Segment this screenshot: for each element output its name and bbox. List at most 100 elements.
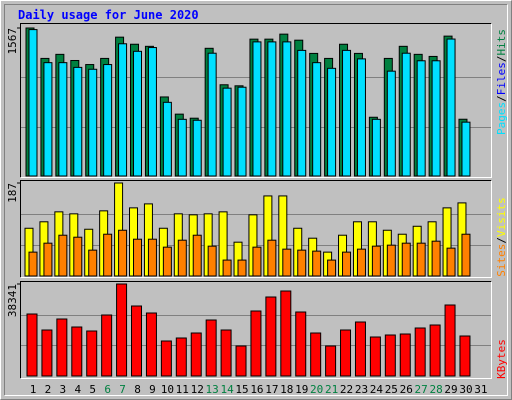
legend-entry: Sites bbox=[495, 244, 508, 277]
bar bbox=[177, 118, 187, 177]
panel-edge bbox=[20, 281, 492, 379]
bar bbox=[312, 62, 322, 177]
x-tick-label: 5 bbox=[89, 383, 96, 396]
bar bbox=[416, 60, 426, 177]
x-tick-label: 14 bbox=[220, 383, 234, 396]
bar bbox=[118, 43, 128, 177]
bar bbox=[297, 249, 307, 277]
bar bbox=[354, 321, 366, 377]
panel-edge bbox=[20, 180, 492, 278]
bar bbox=[429, 324, 441, 377]
legend-entry: Pages bbox=[495, 102, 508, 135]
x-tick-label: 26 bbox=[400, 383, 413, 396]
bar bbox=[162, 101, 172, 177]
bar bbox=[222, 87, 232, 177]
x-tick-label: 17 bbox=[265, 383, 278, 396]
bar bbox=[145, 312, 157, 377]
bar bbox=[86, 330, 98, 377]
bar bbox=[103, 64, 113, 177]
legend: Pages/Files/Hits bbox=[495, 29, 508, 135]
y-tick-label: 38341 bbox=[6, 284, 19, 317]
bar bbox=[175, 337, 187, 377]
legend-entry: KBytes bbox=[495, 339, 508, 379]
x-tick-label: 1 bbox=[30, 383, 37, 396]
bar bbox=[147, 47, 157, 177]
bar bbox=[297, 49, 307, 177]
x-tick-label: 9 bbox=[149, 383, 156, 396]
bar bbox=[162, 246, 172, 277]
bar bbox=[73, 236, 83, 277]
legend-entry: Files bbox=[495, 62, 508, 95]
legend-separator: / bbox=[495, 237, 508, 244]
bar bbox=[207, 245, 217, 277]
x-tick-label: 22 bbox=[340, 383, 353, 396]
bar bbox=[431, 240, 441, 277]
bar bbox=[103, 233, 113, 277]
bar bbox=[280, 290, 292, 377]
bar bbox=[431, 60, 441, 177]
bar bbox=[327, 67, 337, 177]
bevel-inner-dark bbox=[4, 4, 508, 396]
x-tick-label: 23 bbox=[355, 383, 368, 396]
panel-edge bbox=[20, 180, 492, 278]
bar bbox=[133, 50, 143, 177]
bar bbox=[58, 234, 68, 277]
bar bbox=[220, 329, 232, 377]
bar bbox=[384, 334, 396, 377]
bevel-inner-light bbox=[4, 4, 508, 396]
bar bbox=[369, 336, 381, 377]
bar bbox=[267, 239, 277, 277]
bar bbox=[237, 86, 247, 177]
bar bbox=[325, 345, 337, 377]
bar bbox=[116, 283, 128, 377]
x-tick-label: 29 bbox=[444, 383, 457, 396]
bar bbox=[386, 244, 396, 277]
bar bbox=[250, 310, 262, 377]
bar bbox=[28, 29, 38, 177]
x-tick-label: 10 bbox=[161, 383, 174, 396]
bar bbox=[73, 66, 83, 177]
x-tick-label: 31 bbox=[474, 383, 487, 396]
x-tick-label: 19 bbox=[295, 383, 308, 396]
bar bbox=[446, 247, 456, 277]
x-tick-label: 18 bbox=[280, 383, 293, 396]
bar bbox=[252, 41, 262, 177]
bar bbox=[41, 329, 53, 377]
x-tick-label: 28 bbox=[429, 383, 442, 396]
bar bbox=[342, 49, 352, 177]
x-tick-label: 15 bbox=[235, 383, 248, 396]
bar bbox=[222, 259, 232, 277]
x-tick-label: 16 bbox=[250, 383, 263, 396]
bar bbox=[71, 326, 83, 377]
bar bbox=[446, 38, 456, 177]
bar bbox=[265, 296, 277, 377]
bar bbox=[416, 242, 426, 277]
bar bbox=[282, 248, 292, 277]
x-tick-label: 13 bbox=[206, 383, 219, 396]
bar bbox=[340, 329, 352, 377]
bar bbox=[205, 319, 217, 377]
bar bbox=[190, 332, 202, 377]
legend-separator: / bbox=[495, 95, 508, 102]
x-tick-label: 12 bbox=[191, 383, 204, 396]
bar bbox=[461, 233, 471, 277]
bar bbox=[461, 121, 471, 177]
x-tick-label: 25 bbox=[385, 383, 398, 396]
x-tick-label: 7 bbox=[119, 383, 126, 396]
x-tick-label: 2 bbox=[45, 383, 52, 396]
bar bbox=[207, 52, 217, 177]
bar bbox=[131, 305, 143, 377]
bar bbox=[267, 41, 277, 177]
bar bbox=[371, 245, 381, 277]
legend-separator: / bbox=[495, 56, 508, 63]
legend-entry: Visits bbox=[495, 197, 508, 237]
bar bbox=[401, 52, 411, 177]
panel-edge bbox=[20, 23, 492, 178]
bar bbox=[160, 340, 172, 377]
panel-edge bbox=[20, 23, 492, 178]
bar bbox=[192, 119, 202, 177]
x-tick-label: 11 bbox=[176, 383, 189, 396]
chart-title: Daily usage for June 2020 bbox=[18, 8, 199, 22]
